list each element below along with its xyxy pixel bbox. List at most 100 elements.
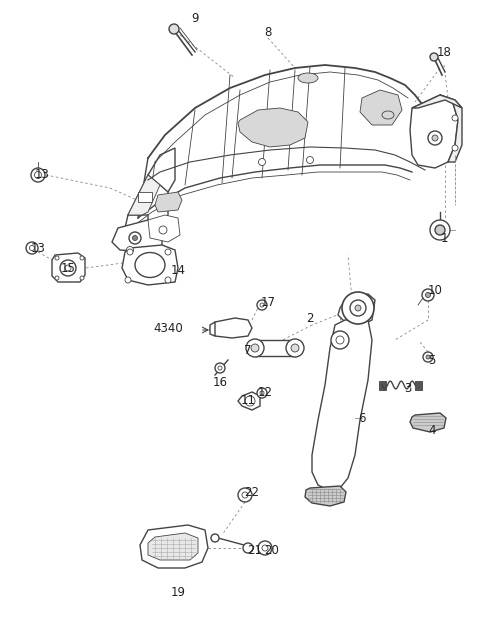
Polygon shape <box>122 245 178 285</box>
Circle shape <box>258 541 272 555</box>
Circle shape <box>80 276 84 280</box>
Circle shape <box>55 276 59 280</box>
Circle shape <box>218 366 222 370</box>
Circle shape <box>257 300 267 310</box>
Polygon shape <box>410 95 458 168</box>
Text: 4: 4 <box>428 424 436 437</box>
Circle shape <box>291 344 299 352</box>
Polygon shape <box>210 318 252 338</box>
Circle shape <box>245 396 255 406</box>
Text: 13: 13 <box>31 242 46 255</box>
Circle shape <box>29 245 35 250</box>
Polygon shape <box>210 322 215 336</box>
Text: 20: 20 <box>264 543 279 556</box>
Text: 6: 6 <box>358 412 366 425</box>
Circle shape <box>55 256 59 260</box>
Text: 2: 2 <box>306 312 314 325</box>
Polygon shape <box>148 215 180 242</box>
Circle shape <box>260 303 264 307</box>
Text: 9: 9 <box>191 12 199 24</box>
Circle shape <box>432 135 438 141</box>
Ellipse shape <box>382 111 394 119</box>
Circle shape <box>242 492 248 498</box>
Polygon shape <box>128 175 160 215</box>
Polygon shape <box>305 486 346 506</box>
Circle shape <box>355 305 361 311</box>
Circle shape <box>423 352 433 362</box>
Circle shape <box>425 292 431 297</box>
Circle shape <box>125 277 131 283</box>
Polygon shape <box>312 320 372 490</box>
Polygon shape <box>238 392 260 410</box>
Polygon shape <box>379 381 386 390</box>
Circle shape <box>26 242 38 254</box>
Text: 13: 13 <box>35 168 49 181</box>
Text: 3: 3 <box>404 381 412 394</box>
Polygon shape <box>338 294 375 325</box>
Bar <box>138 192 152 202</box>
Circle shape <box>422 289 434 301</box>
Polygon shape <box>238 108 308 147</box>
Circle shape <box>127 249 133 255</box>
Polygon shape <box>140 525 208 568</box>
Text: 22: 22 <box>244 486 260 499</box>
Polygon shape <box>148 533 198 560</box>
Circle shape <box>331 331 349 349</box>
Circle shape <box>132 235 137 240</box>
Circle shape <box>430 220 450 240</box>
Circle shape <box>211 534 219 542</box>
Circle shape <box>60 260 76 276</box>
Polygon shape <box>52 253 85 282</box>
Circle shape <box>169 24 179 34</box>
Text: 5: 5 <box>428 353 436 366</box>
Polygon shape <box>125 215 148 232</box>
Circle shape <box>452 115 458 121</box>
Text: 17: 17 <box>261 296 276 309</box>
Circle shape <box>80 256 84 260</box>
Circle shape <box>215 363 225 373</box>
Circle shape <box>350 300 366 316</box>
Polygon shape <box>155 192 182 212</box>
Circle shape <box>342 292 374 324</box>
Circle shape <box>286 339 304 357</box>
Circle shape <box>159 226 167 234</box>
Polygon shape <box>415 381 422 390</box>
Circle shape <box>246 339 264 357</box>
Circle shape <box>452 145 458 151</box>
Polygon shape <box>148 148 175 192</box>
Circle shape <box>243 543 253 553</box>
Circle shape <box>31 168 45 182</box>
Circle shape <box>257 388 267 398</box>
Text: 4340: 4340 <box>153 322 183 335</box>
Text: 12: 12 <box>257 386 273 399</box>
Circle shape <box>165 277 171 283</box>
Circle shape <box>428 131 442 145</box>
Ellipse shape <box>135 253 165 278</box>
Text: 15: 15 <box>60 261 75 274</box>
Text: 18: 18 <box>437 45 451 58</box>
Text: 16: 16 <box>213 376 228 389</box>
Circle shape <box>251 344 259 352</box>
Circle shape <box>35 171 41 178</box>
Circle shape <box>238 488 252 502</box>
Circle shape <box>165 249 171 255</box>
Polygon shape <box>440 95 462 162</box>
Circle shape <box>426 355 430 359</box>
Circle shape <box>260 391 264 395</box>
Text: 21: 21 <box>248 543 263 556</box>
Bar <box>255 340 295 356</box>
Polygon shape <box>360 90 402 125</box>
Text: 7: 7 <box>244 343 252 356</box>
Polygon shape <box>128 158 168 228</box>
Text: 1: 1 <box>440 232 448 245</box>
Text: 11: 11 <box>240 394 255 407</box>
Text: 19: 19 <box>170 586 185 599</box>
Circle shape <box>307 156 313 163</box>
Circle shape <box>65 265 71 271</box>
Text: 10: 10 <box>428 284 443 296</box>
Circle shape <box>262 545 268 551</box>
Text: 8: 8 <box>264 25 272 39</box>
Circle shape <box>259 158 265 166</box>
Circle shape <box>127 247 133 253</box>
Circle shape <box>435 225 445 235</box>
